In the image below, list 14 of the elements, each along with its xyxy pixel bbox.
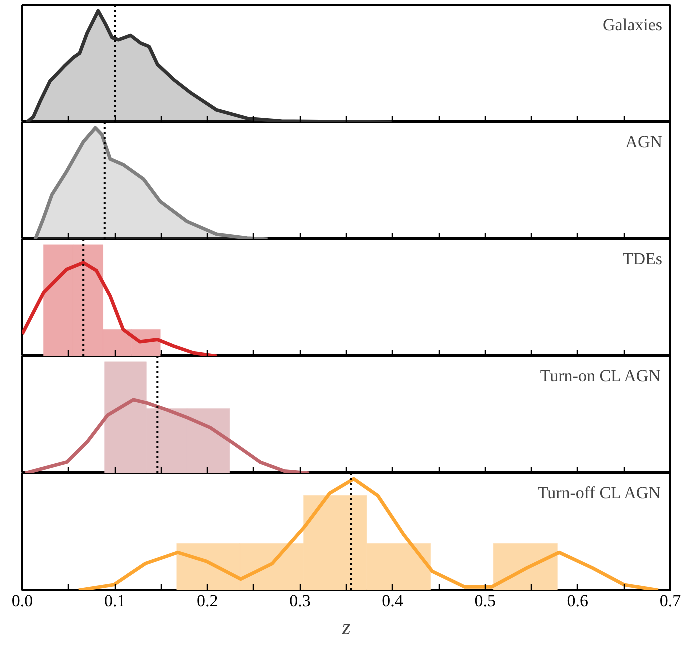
x-tick-label: 0.3 <box>290 592 311 610</box>
x-tick-label: 0.1 <box>104 592 126 610</box>
chart-title: Turn-off CL AGN <box>538 484 661 502</box>
x-tick-label: 0.4 <box>382 592 404 610</box>
chart-title: AGN <box>626 132 663 152</box>
chart-title: Turn-on CL AGN <box>540 366 661 386</box>
x-tick-label: 0.5 <box>474 592 496 610</box>
chart-title: Galaxies <box>603 16 663 34</box>
x-tick-label: 0.6 <box>567 592 589 610</box>
x-tick-label: 0.0 <box>12 592 34 610</box>
x-tick-label: 0.7 <box>660 592 682 610</box>
x-axis-title: z <box>341 614 352 640</box>
x-tick-label: 0.2 <box>197 592 218 610</box>
chart-title: TDEs <box>622 250 663 268</box>
